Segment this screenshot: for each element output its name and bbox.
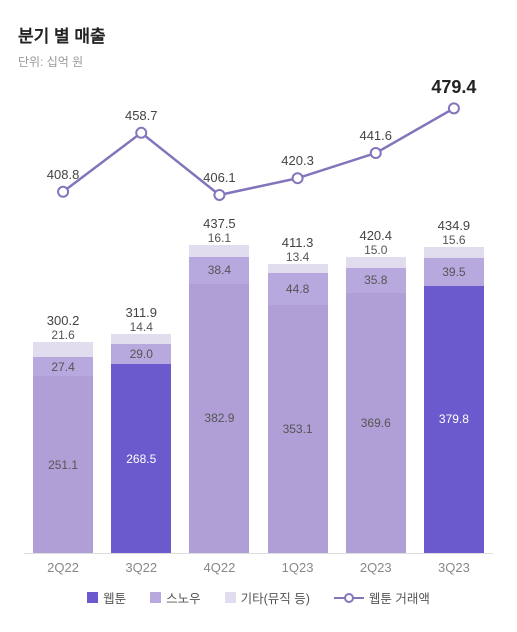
line-marker bbox=[293, 173, 303, 183]
bar-total-label: 411.3 bbox=[268, 235, 328, 250]
x-axis-label: 2Q22 bbox=[47, 560, 79, 575]
bar-seg-webtoon: 379.8 bbox=[424, 286, 484, 553]
legend-swatch bbox=[87, 592, 98, 603]
line-point-label: 441.6 bbox=[359, 128, 392, 143]
bar-seg-snow: 44.8 bbox=[268, 273, 328, 305]
chart-subtitle: 단위: 십억 원 bbox=[18, 53, 499, 70]
x-axis-label: 4Q22 bbox=[204, 560, 236, 575]
line-marker bbox=[58, 187, 68, 197]
line-marker bbox=[371, 148, 381, 158]
legend-item: 기타(뮤직 등) bbox=[225, 588, 310, 607]
line-point-label: 479.4 bbox=[431, 77, 476, 98]
bar-seg-other: 16.1 bbox=[189, 245, 249, 256]
bar-seg-label: 21.6 bbox=[33, 329, 93, 341]
line-point-label: 420.3 bbox=[281, 153, 314, 168]
x-axis: 2Q22 3Q22 4Q22 1Q23 2Q23 3Q23 bbox=[24, 556, 493, 580]
bar-seg-label: 353.1 bbox=[268, 423, 328, 435]
bar-seg-label: 39.5 bbox=[424, 266, 484, 278]
legend: 웹툰 스노우 기타(뮤직 등) 웹툰 거래액 bbox=[18, 588, 499, 607]
bar-seg-label: 13.4 bbox=[268, 251, 328, 263]
legend-item: 웹툰 bbox=[87, 588, 126, 607]
bar-seg-webtoon: 382.9 bbox=[189, 284, 249, 553]
bar-seg-webtoon: 353.1 bbox=[268, 305, 328, 553]
x-axis-label: 3Q22 bbox=[125, 560, 157, 575]
legend-swatch bbox=[150, 592, 161, 603]
bar-seg-other: 13.4 bbox=[268, 264, 328, 273]
line-path-svg bbox=[24, 84, 493, 214]
line-marker bbox=[449, 103, 459, 113]
bar-seg-label: 251.1 bbox=[33, 459, 93, 471]
chart-area: 408.8458.7406.1420.3441.6479.4 251.127.4… bbox=[18, 84, 499, 584]
bar-total-label: 420.4 bbox=[346, 228, 406, 243]
bar-seg-label: 14.4 bbox=[111, 321, 171, 333]
bar-seg-label: 382.9 bbox=[189, 412, 249, 424]
x-axis-label: 3Q23 bbox=[438, 560, 470, 575]
bar-seg-label: 15.6 bbox=[424, 234, 484, 246]
legend-item: 스노우 bbox=[150, 588, 201, 607]
bar-seg-snow: 29.0 bbox=[111, 344, 171, 364]
bar-total-label: 300.2 bbox=[33, 313, 93, 328]
bar-seg-snow: 39.5 bbox=[424, 258, 484, 286]
legend-item: 웹툰 거래액 bbox=[334, 588, 430, 607]
x-axis-label: 2Q23 bbox=[360, 560, 392, 575]
bar-seg-label: 38.4 bbox=[189, 264, 249, 276]
line-point-label: 408.8 bbox=[47, 167, 80, 182]
bar-seg-label: 369.6 bbox=[346, 417, 406, 429]
line-path bbox=[63, 108, 454, 195]
bar-seg-snow: 35.8 bbox=[346, 268, 406, 293]
legend-label: 웹툰 거래액 bbox=[369, 588, 430, 607]
bar-total-label: 434.9 bbox=[424, 218, 484, 233]
bar-seg-webtoon: 251.1 bbox=[33, 376, 93, 553]
legend-label: 웹툰 bbox=[103, 588, 126, 607]
line-marker bbox=[136, 128, 146, 138]
legend-label: 기타(뮤직 등) bbox=[241, 588, 310, 607]
legend-swatch bbox=[225, 592, 236, 603]
bar-total-label: 311.9 bbox=[111, 305, 171, 320]
line-chart: 408.8458.7406.1420.3441.6479.4 bbox=[24, 84, 493, 214]
bar-seg-other: 21.6 bbox=[33, 342, 93, 357]
chart-title: 분기 별 매출 bbox=[18, 22, 499, 47]
bar-seg-other: 15.6 bbox=[424, 247, 484, 258]
bar-chart: 251.127.421.6300.2268.529.014.4311.9382.… bbox=[24, 234, 493, 554]
bar-seg-snow: 38.4 bbox=[189, 257, 249, 284]
bar-seg-other: 15.0 bbox=[346, 257, 406, 268]
bar-seg-label: 268.5 bbox=[111, 453, 171, 465]
bar-seg-snow: 27.4 bbox=[33, 357, 93, 376]
bar-seg-label: 29.0 bbox=[111, 348, 171, 360]
bar-seg-other: 14.4 bbox=[111, 334, 171, 344]
line-point-label: 458.7 bbox=[125, 108, 158, 123]
bar-seg-label: 35.8 bbox=[346, 274, 406, 286]
line-point-label: 406.1 bbox=[203, 170, 236, 185]
bar-seg-label: 16.1 bbox=[189, 232, 249, 244]
bar-seg-label: 15.0 bbox=[346, 244, 406, 256]
bar-seg-label: 27.4 bbox=[33, 361, 93, 373]
legend-line-icon bbox=[334, 592, 364, 604]
bar-seg-webtoon: 369.6 bbox=[346, 293, 406, 553]
line-marker bbox=[214, 190, 224, 200]
bar-seg-label: 379.8 bbox=[424, 413, 484, 425]
bar-total-label: 437.5 bbox=[189, 216, 249, 231]
legend-label: 스노우 bbox=[166, 588, 201, 607]
bar-seg-webtoon: 268.5 bbox=[111, 364, 171, 553]
bar-seg-label: 44.8 bbox=[268, 283, 328, 295]
x-axis-label: 1Q23 bbox=[282, 560, 314, 575]
